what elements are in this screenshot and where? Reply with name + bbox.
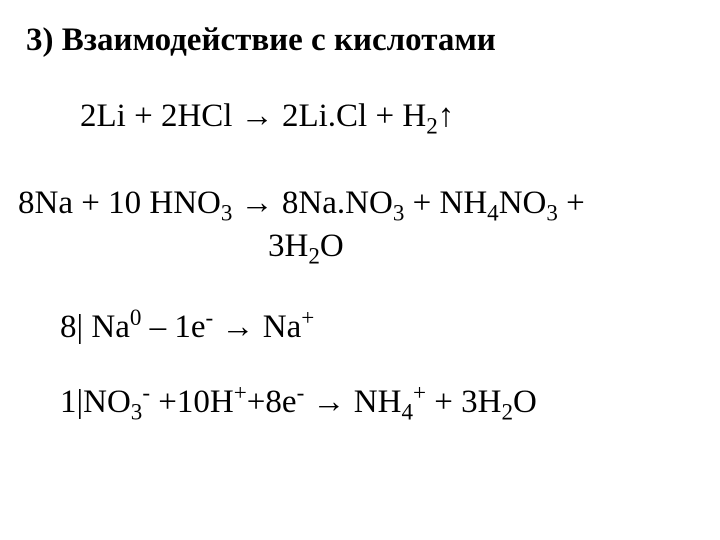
eq1-plus1: + xyxy=(126,98,161,134)
eq1-up-arrow-icon: ↑ xyxy=(438,98,455,134)
eq1-arrow: → xyxy=(232,98,282,134)
eq2-dot1: . xyxy=(337,185,345,221)
eq2-rhs-sub2a: 4 xyxy=(487,199,499,225)
equation-2-line2: 3H2O xyxy=(268,225,702,268)
eq2-lhs-coef2: 10 xyxy=(108,185,149,221)
eq2-rhs-sp2a: NH xyxy=(439,185,487,221)
eq4-sp4: H xyxy=(478,384,502,420)
eq2-rhs-sp1b: NO xyxy=(345,185,393,221)
eq4-sp5: O xyxy=(513,384,537,420)
eq2-lhs-sp2: HNO xyxy=(149,185,221,221)
eq4-mid2: +8 xyxy=(247,384,282,420)
eq4-sub3: 4 xyxy=(401,398,413,424)
eq3-sup1: 0 xyxy=(130,304,142,330)
eq2-lhs-coef1: 8 xyxy=(18,185,35,221)
eq1-rhs-sub2: 2 xyxy=(426,113,438,139)
eq3-sp1: Na xyxy=(91,309,129,345)
equation-1: 2Li + 2HCl → 2Li.Cl + H2↑ xyxy=(80,95,702,138)
section-heading: 3) Взаимодействие с кислотами xyxy=(26,22,702,59)
eq4-sub1: 3 xyxy=(131,398,143,424)
eq4-pre: 1| xyxy=(60,384,83,420)
eq2-plus1: + xyxy=(73,185,108,221)
eq4-sp2: H xyxy=(210,384,234,420)
eq1-lhs-sp2: HCl xyxy=(177,98,232,134)
half-reaction-2: 1|NO3- +10H++8e- → NH4+ + 3H2O xyxy=(60,381,702,424)
eq4-sp3: NH xyxy=(354,384,402,420)
eq3-mid: – 1 xyxy=(141,309,191,345)
eq4-sub4: 2 xyxy=(501,398,513,424)
eq1-dot: . xyxy=(328,98,336,134)
eq2-rhs-sub1: 3 xyxy=(393,199,405,225)
eq1-rhs-sp1b: Cl xyxy=(336,98,367,134)
eq2-line2-coef: 3 xyxy=(268,228,285,264)
eq2-line2-sp: H xyxy=(285,228,309,264)
eq4-plus: + xyxy=(426,384,461,420)
eq2-rhs-sp2b: NO xyxy=(499,185,547,221)
eq4-mid1: +10 xyxy=(150,384,210,420)
eq2-line2-sub1: 2 xyxy=(308,242,320,268)
eq4-coef4: 3 xyxy=(461,384,478,420)
eq4-arrow: → xyxy=(304,384,354,420)
eq2-rhs-sub2b: 3 xyxy=(546,199,558,225)
eq2-lhs-sp1: Na xyxy=(35,185,73,221)
half-reaction-1: 8| Na0 – 1e- → Na+ xyxy=(60,306,702,349)
eq3-arrow: → xyxy=(213,309,263,345)
eq2-lhs-sub2: 3 xyxy=(221,199,233,225)
eq1-rhs-sp1: Li xyxy=(298,98,327,134)
eq1-lhs-sp1: Li xyxy=(97,98,126,134)
eq4-sup3: + xyxy=(413,379,426,405)
eq2-rhs-coef1: 8 xyxy=(282,185,299,221)
eq3-sup2: + xyxy=(301,304,314,330)
eq1-rhs-sp2: H xyxy=(402,98,426,134)
eq2-plus2: + xyxy=(404,185,439,221)
eq1-rhs-coef1: 2 xyxy=(282,98,299,134)
eq4-sup1: - xyxy=(142,379,150,405)
eq4-e: e xyxy=(282,384,297,420)
eq3-e: e xyxy=(191,309,206,345)
eq3-sp2: Na xyxy=(263,309,301,345)
eq4-sp1: NO xyxy=(83,384,131,420)
eq1-plus2: + xyxy=(367,98,402,134)
eq4-sup2: + xyxy=(234,379,247,405)
eq1-lhs-coef1: 2 xyxy=(80,98,97,134)
equation-2-line1: 8Na + 10 HNO3 → 8Na.NO3 + NH4NO3 + xyxy=(18,182,702,225)
eq2-rhs-sp1a: Na xyxy=(298,185,336,221)
eq2-line2-sp2: O xyxy=(320,228,344,264)
eq3-pre: 8| xyxy=(60,309,91,345)
eq2-plus3: + xyxy=(558,185,585,221)
eq2-arrow: → xyxy=(232,185,282,221)
eq1-lhs-coef2: 2 xyxy=(161,98,178,134)
